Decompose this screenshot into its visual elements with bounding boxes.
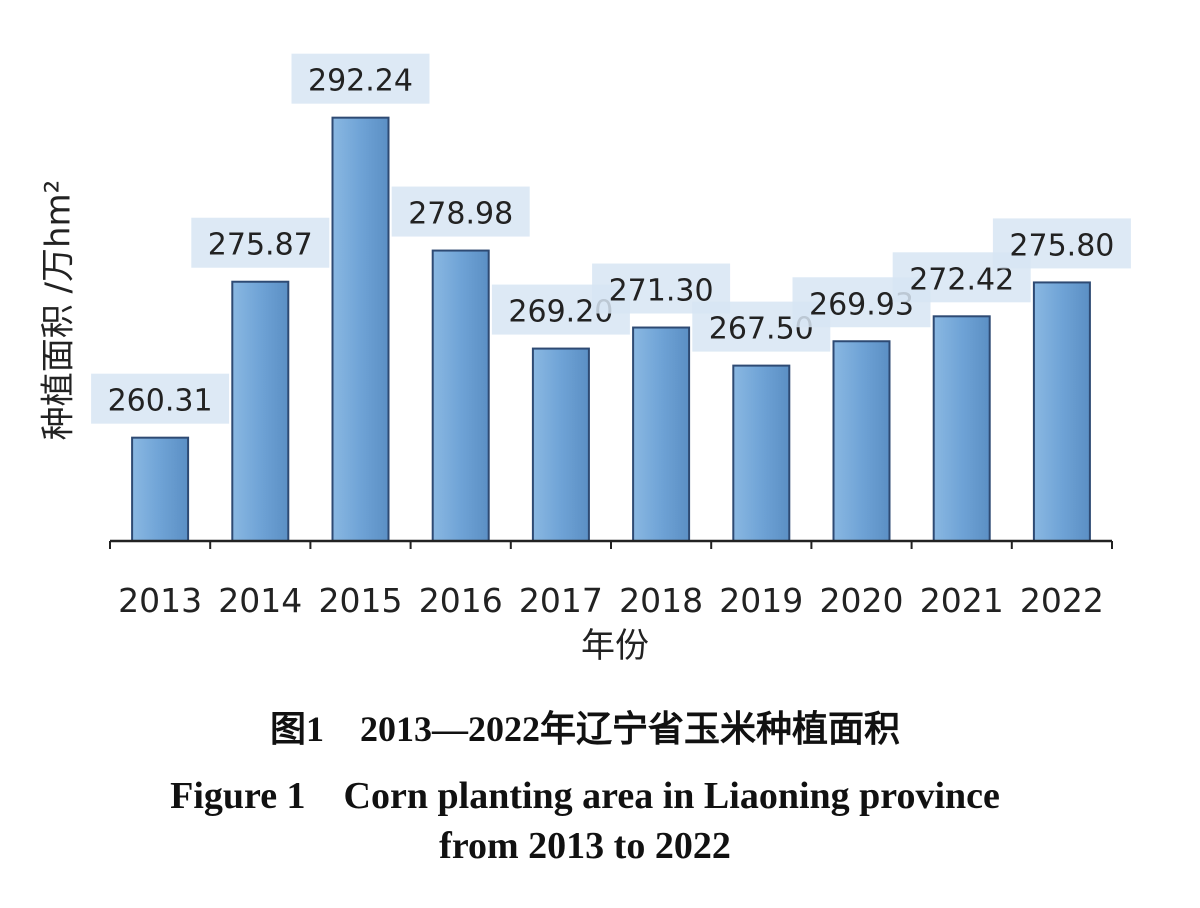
data-label-2022: 275.80 [1009,228,1114,263]
bar-2016 [431,249,490,542]
data-label-box-2016 [391,186,530,237]
x-tick-label-2018: 2018 [619,581,703,620]
data-label-box-2014 [191,217,330,268]
data-label-box-2022 [992,218,1131,269]
x-axis-label: 年份 [581,626,649,666]
data-label-2015: 292.24 [308,64,413,99]
bar-chart: 260.31 2013 275.87 2014 292.24 2015 278.98 2016… [91,53,1131,620]
bar-2019 [732,364,791,542]
figure-caption-chinese: 图1 2013—2022年辽宁省玉米种植面积 [269,709,900,749]
data-label-2013: 260.31 [108,384,213,419]
bar-2020 [832,340,891,542]
y-axis-label: 种植面积 /万hm² [30,130,80,490]
x-tick-label-2020: 2020 [820,581,904,620]
bar-2022 [1032,281,1091,542]
bar-2018 [632,326,691,542]
bar-2017 [531,347,590,542]
x-tick-label-2015: 2015 [319,581,403,620]
figure-caption-english: Figure 1 Corn planting area in Liaoning … [170,775,1000,817]
x-tick-label-2013: 2013 [118,581,202,620]
figure-caption-english-line2: from 2013 to 2022 [439,825,731,867]
x-tick-label-2014: 2014 [218,581,302,620]
bar-2021 [932,315,991,543]
bar-2014 [231,280,290,542]
x-tick-label-2016: 2016 [419,581,503,620]
x-tick-label-2021: 2021 [920,581,1004,620]
data-label-2016: 278.98 [408,197,513,232]
data-label-2014: 275.87 [208,228,313,263]
data-label-box-2015 [291,53,430,104]
bar-2013 [131,436,190,543]
x-tick-label-2019: 2019 [719,581,803,620]
x-tick-label-2017: 2017 [519,581,603,620]
bar-2015 [331,116,390,542]
x-tick-label-2022: 2022 [1020,581,1104,620]
y-axis-label-text: 种植面积 /万hm² [38,179,79,441]
data-label-box-2013 [91,373,230,424]
